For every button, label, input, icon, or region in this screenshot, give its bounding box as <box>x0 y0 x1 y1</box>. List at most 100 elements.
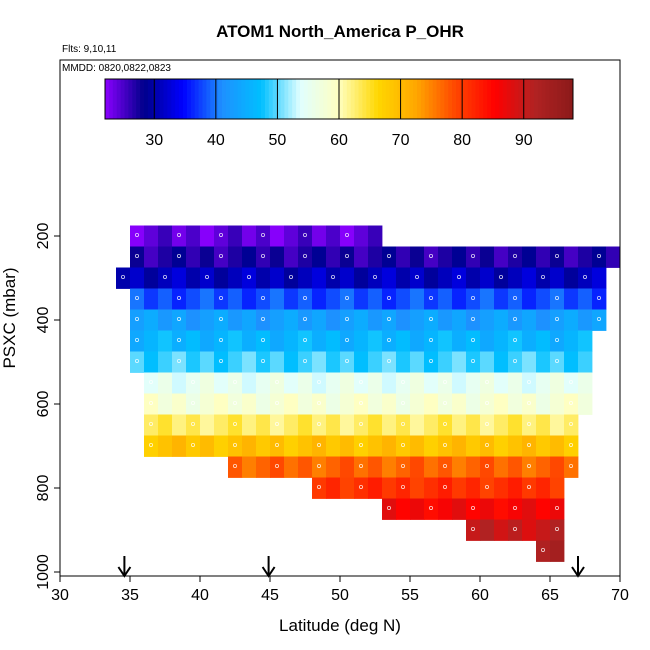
heatmap-cell <box>214 267 229 289</box>
sample-point <box>484 421 489 426</box>
x-tick-label: 40 <box>191 587 209 604</box>
sample-point <box>134 358 139 363</box>
colorbar-segment <box>120 79 125 119</box>
sample-point <box>344 253 349 258</box>
sample-point <box>372 274 377 279</box>
heatmap-cell <box>368 225 383 247</box>
colorbar-segment <box>218 79 223 119</box>
heatmap-cell <box>480 309 495 331</box>
sample-point <box>470 505 475 510</box>
heatmap-cell <box>144 267 159 289</box>
heatmap-cell <box>172 435 187 457</box>
sample-point <box>386 505 391 510</box>
sample-point <box>484 379 489 384</box>
heatmap-cell <box>452 309 467 331</box>
colorbar-segment <box>194 79 200 119</box>
heatmap-cell <box>130 267 145 289</box>
heatmap-cell <box>368 456 383 478</box>
heatmap-cell <box>438 498 453 520</box>
colorbar-segment <box>401 79 406 119</box>
heatmap-cell <box>424 393 439 415</box>
sample-point <box>470 253 475 258</box>
sample-point <box>513 295 518 300</box>
heatmap-cell <box>214 435 229 457</box>
heatmap-cell <box>466 372 481 394</box>
sample-point <box>190 379 195 384</box>
heatmap-cell <box>200 414 215 436</box>
sample-point <box>541 547 546 552</box>
y-tick-label: 1000 <box>35 554 52 590</box>
x-axis: 30 35 40 45 50 55 60 65 70 <box>51 576 629 604</box>
sample-point <box>148 379 153 384</box>
colorbar-segment <box>233 79 239 119</box>
heatmap-cell <box>536 288 551 310</box>
colorbar-segment <box>463 79 469 119</box>
sample-point <box>513 505 518 510</box>
colorbar-segment <box>132 79 137 119</box>
x-tick-label: 70 <box>611 587 629 604</box>
heatmap-cell <box>424 435 439 457</box>
heatmap-cell <box>242 372 257 394</box>
heatmap-cell <box>298 393 313 415</box>
colorbar-tick-label: 80 <box>453 132 471 149</box>
heatmap-cell <box>494 330 509 352</box>
heatmap-cell <box>522 267 537 289</box>
heatmap-cell <box>158 225 173 247</box>
heatmap-cell <box>592 267 607 289</box>
colorbar-segment <box>171 79 176 119</box>
heatmap-cell <box>284 435 299 457</box>
x-tick-label: 65 <box>541 587 559 604</box>
heatmap-cell <box>410 330 425 352</box>
colorbar-segment <box>420 79 426 119</box>
sample-point <box>274 442 279 447</box>
heatmap-cell <box>256 435 271 457</box>
heatmap-cell <box>172 414 187 436</box>
heatmap-cell <box>158 330 173 352</box>
sample-point <box>302 295 307 300</box>
colorbar-segment <box>284 79 289 119</box>
colorbar-segment <box>253 79 258 119</box>
colorbar-segment <box>331 79 336 119</box>
x-tick-label: 55 <box>401 587 419 604</box>
sample-point <box>555 337 560 342</box>
heatmap-cell <box>326 288 341 310</box>
heatmap-cell <box>508 393 523 415</box>
heatmap-cell <box>480 498 495 520</box>
sample-point <box>176 316 181 321</box>
colorbar-segment <box>362 79 367 119</box>
colorbar-segment <box>323 79 328 119</box>
sample-point <box>470 358 475 363</box>
colorbar: 30 40 50 60 70 80 90 <box>104 78 574 149</box>
sample-point <box>541 274 546 279</box>
heatmap-cell <box>382 372 397 394</box>
heatmap-cell <box>452 351 467 373</box>
sample-point <box>218 316 223 321</box>
colorbar-segment <box>518 79 523 119</box>
colorbar-tick-label: 60 <box>330 132 348 149</box>
colorbar-segment <box>264 79 270 119</box>
heatmap-cell <box>228 225 243 247</box>
heatmap-cell <box>158 288 173 310</box>
sample-point <box>484 442 489 447</box>
colorbar-segment <box>537 79 543 119</box>
y-axis: 200 400 600 800 1000 <box>35 223 60 590</box>
heatmap-cell <box>494 309 509 331</box>
heatmap-cell <box>368 435 383 457</box>
heatmap-cell <box>452 456 467 478</box>
heatmap-cell <box>172 372 187 394</box>
colorbar-segment <box>190 79 196 119</box>
heatmap-cell <box>410 456 425 478</box>
heatmap-cell <box>578 393 593 415</box>
colorbar-segment <box>405 79 410 119</box>
heatmap-cell <box>228 351 243 373</box>
heatmap-cell <box>536 414 551 436</box>
heatmap-cell <box>452 330 467 352</box>
heatmap-cell <box>396 330 411 352</box>
sample-point <box>428 295 433 300</box>
sample-point <box>498 274 503 279</box>
y-tick-label: 800 <box>35 475 52 502</box>
heatmap-cell <box>354 351 369 373</box>
heatmap-cell <box>536 456 551 478</box>
heatmap-cell <box>466 267 481 289</box>
heatmap-cell <box>368 330 383 352</box>
